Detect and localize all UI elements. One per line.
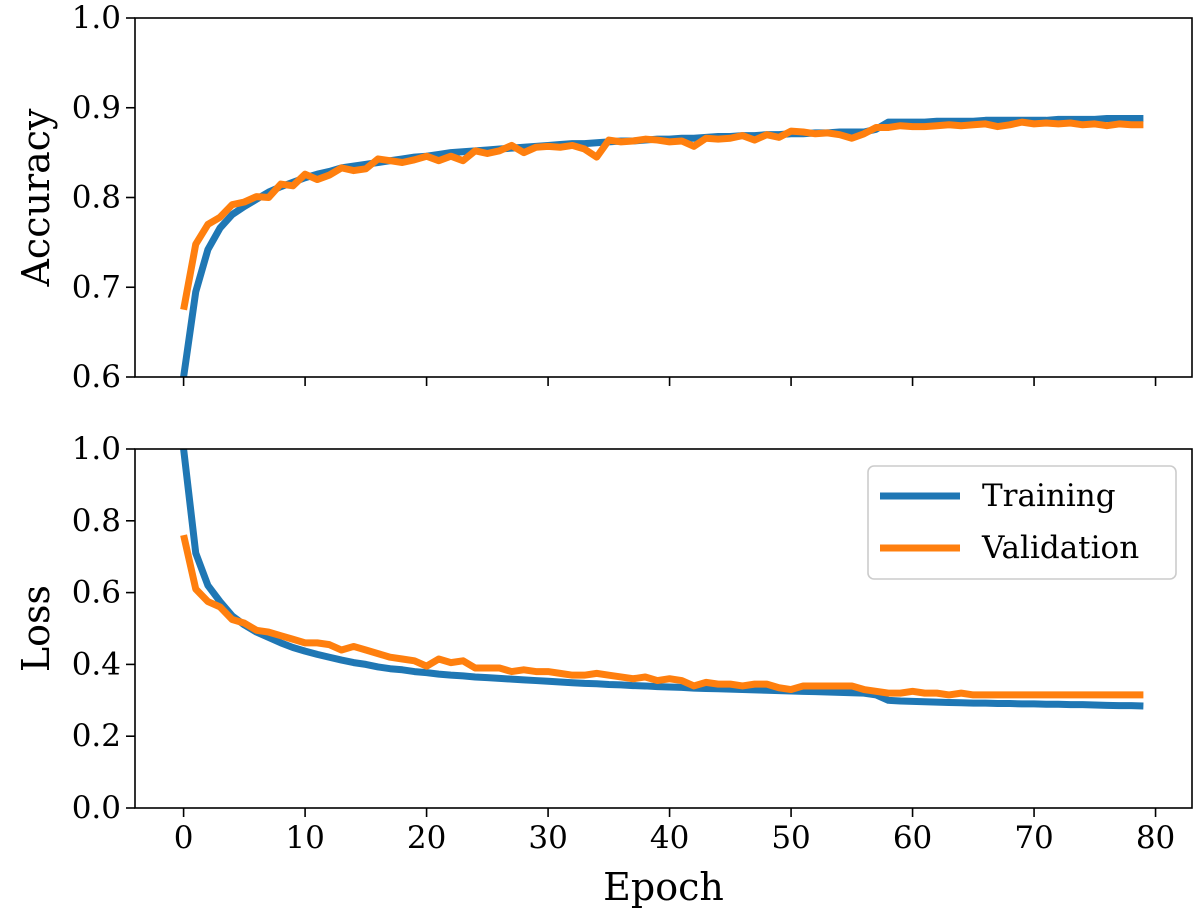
x-tick-label: 80 [1136,820,1175,856]
y-tick-label: 0.0 [72,790,121,826]
x-tick-label: 60 [893,820,932,856]
series-line-validation [180,118,1144,311]
legend-label-training: Training [982,478,1116,514]
y-tick-label: 0.9 [72,90,121,126]
y-tick-label: 0.8 [72,180,121,216]
y-tick-label: 0.6 [72,359,121,395]
x-tick-label: 50 [771,820,810,856]
y-axis-label: Accuracy [14,108,58,288]
series-line-training [180,449,1144,710]
legend-label-validation: Validation [981,530,1139,566]
x-tick-label: 10 [285,820,324,856]
x-tick-label: 30 [528,820,567,856]
x-axis-label: Epoch [603,865,724,909]
y-tick-label: 0.2 [72,718,121,754]
series-line-training [180,115,1144,377]
series-line-validation [180,534,1144,699]
y-tick-label: 0.6 [72,575,121,611]
y-tick-label: 0.7 [72,269,121,305]
x-tick-label: 40 [650,820,689,856]
y-tick-label: 0.4 [72,646,121,682]
plot-frame [134,17,1193,378]
y-tick-label: 0.8 [72,503,121,539]
accuracy-panel: 0.6 0.7 0.8 0.9 1.0 Accuracy [14,0,1193,395]
x-tick-label: 20 [407,820,446,856]
y-tick-label: 1.0 [72,0,121,36]
x-tick-label: 70 [1014,820,1053,856]
loss-panel: 0.0 0.2 0.4 0.6 0.8 1.0 0 10 20 30 40 50 60 70 80 Loss E… [14,431,1193,909]
legend: Training Validation [867,465,1177,580]
x-tick-label: 0 [174,820,194,856]
y-axis-label: Loss [14,585,58,672]
plot-frame [134,448,1193,809]
y-tick-label: 1.0 [72,431,121,467]
